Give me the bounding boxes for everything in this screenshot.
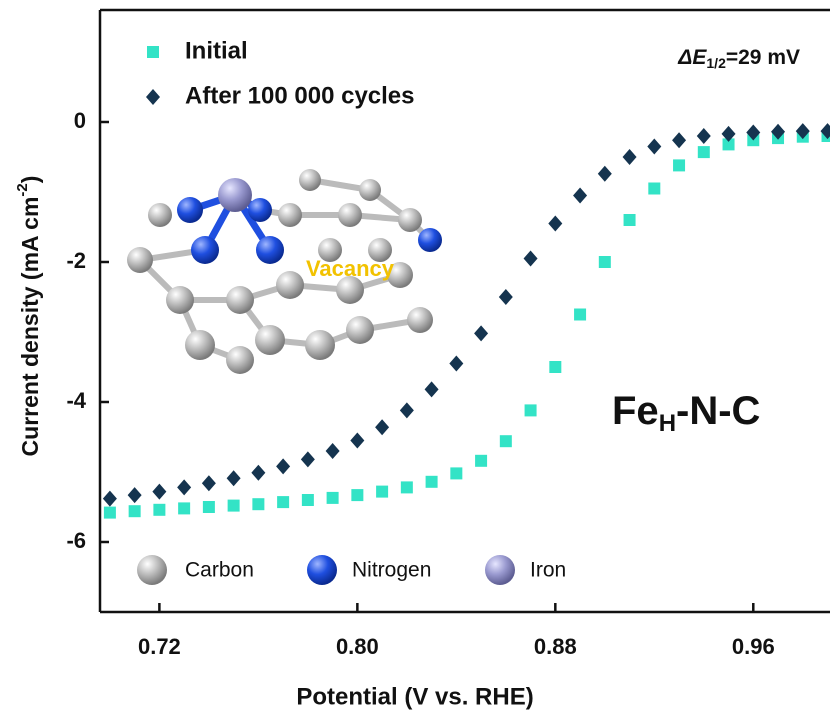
data-point	[524, 251, 538, 267]
x-axis-label: Potential (V vs. RHE)	[296, 683, 533, 710]
data-point	[104, 507, 116, 519]
x-tick-label: 0.88	[534, 634, 577, 659]
data-point	[573, 188, 587, 204]
data-point	[425, 381, 439, 397]
data-point	[202, 475, 216, 491]
inset-legend-label: Nitrogen	[352, 559, 431, 582]
data-point	[474, 325, 488, 341]
legend-marker	[146, 89, 160, 105]
data-point	[673, 159, 685, 171]
data-point	[623, 149, 637, 165]
data-point	[277, 496, 289, 508]
data-point	[327, 492, 339, 504]
data-point	[227, 470, 241, 486]
chart: Vacancy Carbon Nitrogen Iron ΔE1/2=29 mV…	[0, 0, 830, 717]
data-point	[548, 216, 562, 232]
data-point	[475, 455, 487, 467]
data-point	[449, 356, 463, 372]
inset-legend-label: Carbon	[185, 559, 254, 582]
data-point	[177, 479, 191, 495]
data-point	[302, 494, 314, 506]
data-point	[203, 501, 215, 513]
data-point	[697, 128, 711, 144]
data-point	[252, 498, 264, 510]
data-point	[301, 451, 315, 467]
legend-label: Initial	[185, 37, 248, 64]
data-point	[647, 139, 661, 155]
data-point	[178, 502, 190, 514]
data-point	[426, 476, 438, 488]
data-point	[499, 289, 513, 305]
data-point	[648, 183, 660, 195]
data-point	[400, 402, 414, 418]
data-point	[251, 465, 265, 481]
data-point	[598, 166, 612, 182]
data-point	[698, 146, 710, 158]
data-point	[129, 505, 141, 517]
data-point	[450, 467, 462, 479]
y-tick-label: -4	[66, 388, 86, 413]
data-point	[350, 433, 364, 449]
y-axis-label: Current density (mA cm-2)	[14, 176, 43, 457]
structure-illustration	[127, 169, 442, 374]
data-point	[152, 484, 166, 500]
data-point	[228, 500, 240, 512]
data-point	[376, 486, 388, 498]
y-tick-label: -6	[66, 528, 86, 553]
y-tick-label: 0	[74, 108, 86, 133]
data-point	[375, 419, 389, 435]
annotation: ΔE1/2=29 mV	[677, 46, 800, 71]
data-point	[599, 256, 611, 268]
data-point	[574, 309, 586, 321]
data-point	[103, 491, 117, 507]
y-tick-label: -2	[66, 248, 86, 273]
data-point	[401, 481, 413, 493]
data-point	[326, 443, 340, 459]
x-tick-label: 0.80	[336, 634, 379, 659]
data-point	[549, 361, 561, 373]
x-tick-label: 0.72	[138, 634, 181, 659]
data-point	[500, 435, 512, 447]
catalyst-label: FeH-N-C	[612, 389, 760, 438]
data-point	[153, 504, 165, 516]
legend-label: After 100 000 cycles	[185, 82, 415, 109]
data-point	[624, 214, 636, 226]
legend-marker	[147, 46, 159, 58]
data-point	[276, 458, 290, 474]
data-point	[672, 132, 686, 148]
data-point	[525, 404, 537, 416]
data-point	[128, 487, 142, 503]
inset-legend-label: Iron	[530, 559, 566, 582]
x-tick-label: 0.96	[732, 634, 775, 659]
data-point	[351, 489, 363, 501]
vacancy-label: Vacancy	[306, 256, 395, 281]
